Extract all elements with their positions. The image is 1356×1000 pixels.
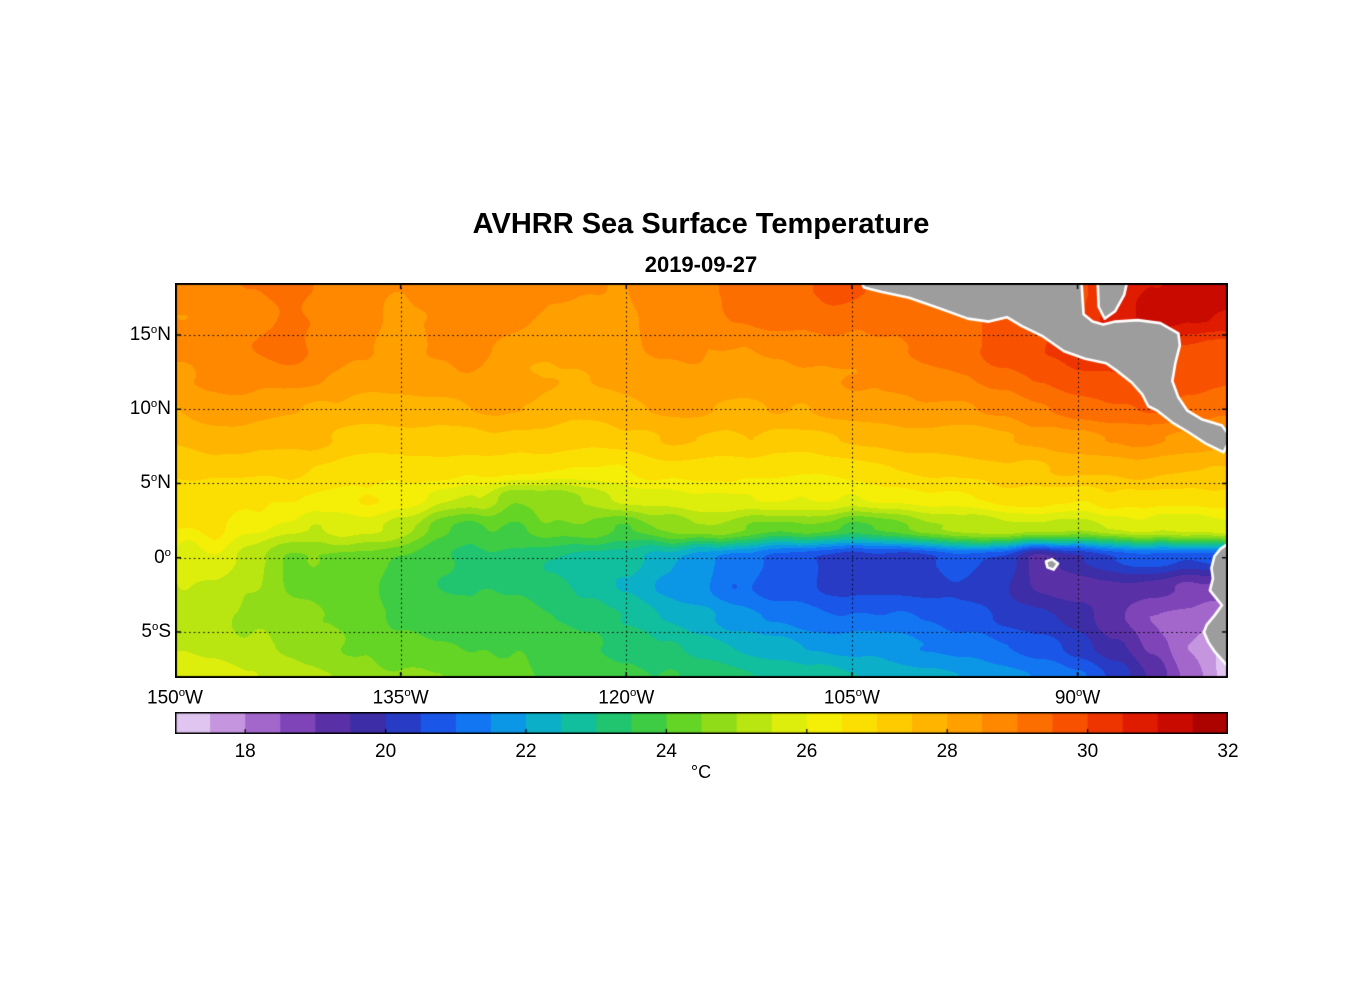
- colorbar-canvas: [175, 712, 1228, 734]
- colorbar-tick-label: 32: [1217, 741, 1239, 762]
- colorbar-tick-label: 22: [515, 741, 537, 762]
- y-tick-label: 15oN: [129, 323, 171, 346]
- y-tick-label: 5oS: [141, 620, 171, 643]
- x-tick-label: 135oW: [372, 687, 429, 709]
- colorbar-tick-label: 28: [936, 741, 958, 762]
- x-tick-label: 120oW: [598, 687, 655, 709]
- colorbar-tick-label: 20: [375, 741, 397, 762]
- y-tick-label: 10oN: [129, 398, 171, 420]
- colorbar-tick-label: 24: [655, 741, 677, 762]
- x-tick-label: 105oW: [823, 687, 880, 709]
- sst-map-canvas: [175, 283, 1228, 678]
- x-tick-label: 150oW: [147, 687, 203, 709]
- y-tick-label: 5oN: [140, 472, 171, 494]
- figure-date: 2019-09-27: [644, 252, 758, 277]
- colorbar-tick-label: 18: [234, 741, 256, 762]
- colorbar-tick-label: 26: [796, 741, 818, 762]
- colorbar-tick-label: 30: [1077, 741, 1099, 762]
- y-tick-label: 0o: [154, 546, 171, 568]
- x-tick-label: 90oW: [1054, 687, 1101, 709]
- colorbar-unit-label: °C: [690, 762, 712, 782]
- figure-title: AVHRR Sea Surface Temperature: [472, 208, 930, 240]
